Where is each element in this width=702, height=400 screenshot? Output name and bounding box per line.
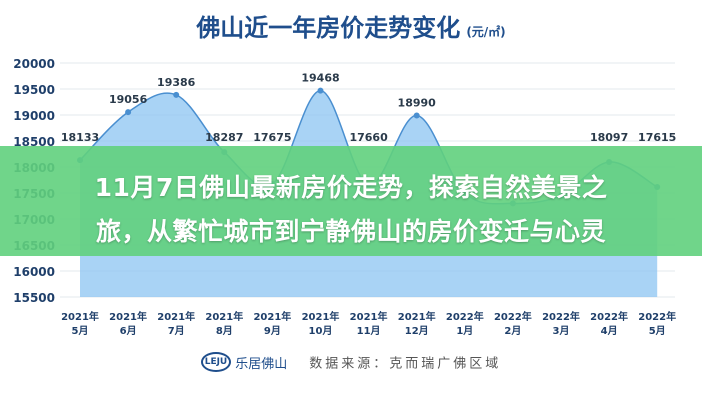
title-text: 佛山近一年房价走势变化: [196, 14, 461, 42]
x-tick-label: 7月: [168, 325, 185, 337]
x-tick-label: 5月: [72, 325, 89, 337]
data-label: 17675: [253, 131, 291, 144]
x-tick-label: 3月: [553, 325, 570, 337]
data-label: 17615: [638, 131, 676, 144]
y-tick-label: 19500: [13, 83, 55, 97]
data-label: 19468: [301, 72, 339, 85]
y-tick-label: 15500: [13, 291, 55, 305]
headline-banner: 11月7日佛山最新房价走势，探索自然美景之 旅，从繁忙城市到宁静佛山的房价变迁与…: [0, 146, 702, 256]
x-tick-label: 2022年: [542, 310, 580, 323]
data-point: [317, 87, 324, 94]
data-point: [413, 112, 420, 119]
x-tick-label: 2021年: [350, 310, 388, 323]
x-tick-label: 5月: [649, 325, 666, 337]
y-tick-label: 16000: [13, 265, 55, 279]
x-tick-label: 9月: [264, 325, 281, 337]
x-tick-label: 8月: [216, 325, 233, 337]
data-label: 19386: [157, 76, 196, 89]
x-tick-label: 6月: [120, 325, 137, 337]
x-tick-label: 12月: [405, 325, 429, 337]
chart-footer: LEJU 乐居佛山 数据来源：克而瑞广佛区域: [0, 352, 702, 372]
x-tick-label: 2021年: [253, 310, 291, 323]
data-label: 18133: [61, 131, 99, 144]
x-tick-label: 2月: [504, 325, 521, 337]
x-tick-label: 10月: [309, 325, 333, 337]
data-source: 数据来源：克而瑞广佛区域: [309, 356, 502, 372]
data-point: [173, 91, 180, 98]
headline-line-1: 11月7日佛山最新房价走势，探索自然美景之: [94, 173, 608, 202]
x-tick-label: 2022年: [638, 310, 676, 323]
data-point: [125, 109, 132, 116]
data-label: 17660: [349, 131, 388, 144]
y-tick-label: 18500: [13, 135, 55, 149]
x-tick-label: 2021年: [109, 310, 147, 323]
data-label: 18990: [398, 97, 437, 110]
y-tick-label: 19000: [13, 109, 55, 123]
brand-name: 乐居佛山: [235, 356, 288, 372]
x-tick-label: 2021年: [302, 310, 340, 323]
data-label: 19056: [109, 93, 148, 106]
x-tick-label: 2021年: [398, 310, 436, 323]
x-tick-label: 2022年: [494, 310, 532, 323]
leju-logo: LEJU: [200, 352, 232, 372]
unit-label: (元/㎡): [466, 25, 506, 39]
x-tick-label: 2021年: [157, 310, 195, 323]
data-label: 18287: [205, 131, 243, 144]
x-tick-label: 2022年: [590, 310, 628, 323]
chart-title: 佛山近一年房价走势变化 (元/㎡): [0, 8, 702, 43]
data-label: 18097: [590, 131, 628, 144]
x-tick-label: 11月: [357, 325, 381, 337]
x-tick-label: 1月: [456, 325, 473, 337]
x-tick-label: 2022年: [446, 310, 484, 323]
x-tick-label: 4月: [601, 325, 618, 337]
x-tick-label: 2021年: [205, 310, 243, 323]
x-tick-label: 2021年: [61, 310, 99, 323]
y-tick-label: 20000: [13, 57, 55, 71]
headline-line-2: 旅，从繁忙城市到宁静佛山的房价变迁与心灵: [95, 217, 606, 246]
